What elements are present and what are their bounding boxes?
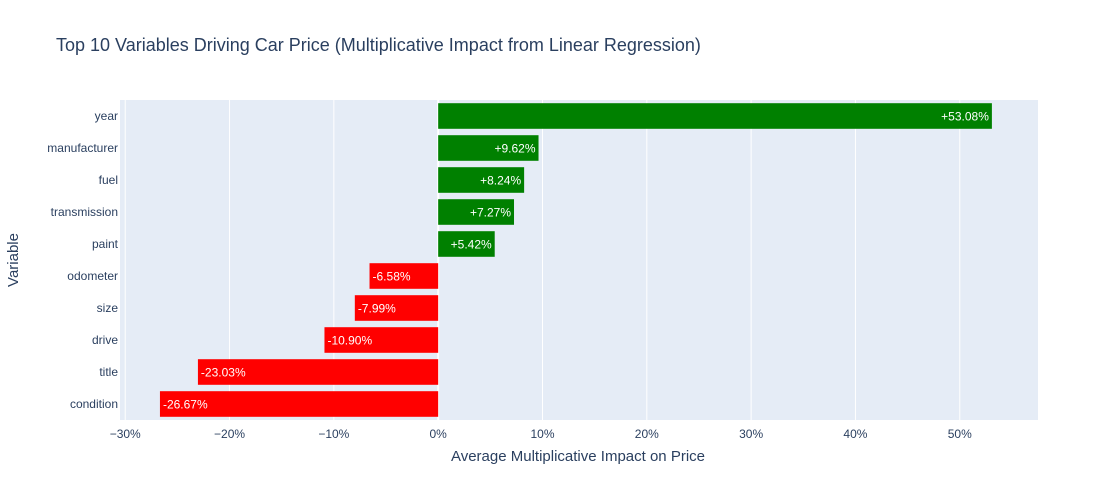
bar-paint — [438, 231, 495, 257]
bar-value-label: +5.42% — [451, 238, 492, 252]
bar-value-label: +7.27% — [470, 206, 511, 220]
x-tick-label: 30% — [739, 427, 763, 441]
y-tick-label: title — [99, 365, 118, 379]
x-tick-labels: −30% −20% −10% 0% 10% 20% 30% 40% 50% — [110, 427, 972, 441]
x-axis-title: Average Multiplicative Impact on Price — [451, 448, 705, 465]
y-tick-label: drive — [92, 333, 118, 347]
bar-odometer — [369, 263, 439, 289]
chart-title: Top 10 Variables Driving Car Price (Mult… — [56, 35, 701, 55]
y-tick-label: odometer — [67, 269, 118, 283]
bar-value-label: -7.99% — [358, 302, 396, 316]
bar-size — [354, 295, 439, 321]
bar-value-label: +8.24% — [480, 174, 521, 188]
y-tick-labels: year manufacturer fuel transmission paint odo… — [47, 109, 118, 411]
bar-value-label: -6.58% — [373, 270, 411, 284]
bar-title — [197, 359, 439, 385]
x-tick-label: −20% — [214, 427, 245, 441]
y-tick-label: fuel — [99, 173, 118, 187]
bar-year — [438, 103, 992, 129]
x-tick-label: −30% — [110, 427, 141, 441]
y-tick-label: paint — [92, 237, 119, 251]
bar-condition — [159, 391, 439, 417]
bars — [159, 103, 992, 417]
x-tick-label: 10% — [530, 427, 554, 441]
y-tick-label: transmission — [51, 205, 118, 219]
x-tick-label: 20% — [635, 427, 659, 441]
y-tick-label: year — [95, 109, 118, 123]
x-tick-label: 0% — [429, 427, 447, 441]
bar-value-label: -10.90% — [327, 334, 372, 348]
bar-value-label: -26.67% — [163, 398, 208, 412]
bar-value-label: +53.08% — [941, 110, 989, 124]
x-tick-label: 40% — [843, 427, 867, 441]
x-tick-label: −10% — [318, 427, 349, 441]
bar-fuel — [438, 167, 525, 193]
y-axis-title: Variable — [5, 233, 22, 287]
bar-value-label: +9.62% — [494, 142, 535, 156]
y-tick-label: manufacturer — [47, 141, 118, 155]
y-tick-label: size — [97, 301, 119, 315]
y-tick-label: condition — [70, 397, 118, 411]
bar-transmission — [438, 199, 515, 225]
bar-labels: +53.08% +9.62% +8.24% +7.27% +5.42% -6.58% -7.… — [163, 110, 989, 412]
bar-value-label: -23.03% — [201, 366, 246, 380]
x-tick-label: 50% — [948, 427, 972, 441]
bar-drive — [324, 327, 439, 353]
bar-manufacturer — [438, 135, 539, 161]
